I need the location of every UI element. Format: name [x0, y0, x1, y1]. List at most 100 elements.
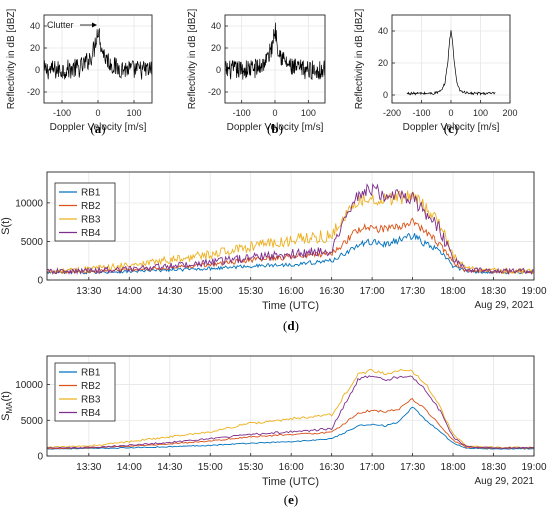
x-tick-label: -100: [412, 108, 430, 118]
x-tick-label: 18:30: [481, 286, 506, 297]
x-tick-label: 0: [448, 108, 453, 118]
y-tick-label: 20: [378, 58, 388, 68]
series-line-rb3: [47, 368, 534, 449]
y-tick-label: 0: [37, 452, 43, 463]
legend-entry-rb2: RB2: [81, 381, 101, 392]
series-line: [225, 22, 325, 81]
x-tick-label: 14:00: [117, 462, 142, 473]
x-tick-label: 13:30: [76, 286, 101, 297]
y-axis-label: SMA(t): [0, 391, 14, 421]
x-tick-label: 19:00: [521, 462, 546, 473]
x-tick-label: 17:30: [400, 462, 425, 473]
x-tick-label: 17:00: [360, 286, 385, 297]
chart-panel-c: -200 -100 0 100 200 0 20 40 Doppler Velocity [m/…: [354, 8, 518, 136]
y-axis-label: Reflectivity in dB [dBZ]: [6, 8, 17, 109]
x-axis-label: Doppler Velocity [m/s]: [403, 122, 500, 133]
y-axis-label: Reflectivity in dB [dBZ]: [354, 8, 365, 109]
y-tick-label: 5000: [21, 237, 44, 248]
y-tick-label: -20: [27, 87, 40, 97]
chart-panel-b: -100 0 100 -20 0 20 40 Doppler Velocity [m/s] Re…: [187, 8, 326, 136]
x-axis-label: Time (UTC): [262, 300, 319, 312]
chart-panel-d: 13:30 14:00 14:30 15:00 15:30 16:00 16:30 17:00…: [0, 171, 547, 333]
y-tick-label: 10000: [15, 198, 43, 209]
series-line-rb2: [47, 398, 534, 450]
panel-label: (e): [284, 492, 298, 507]
y-tick-label: 0: [37, 276, 43, 287]
y-tick-label: 40: [211, 21, 221, 31]
x-tick-label: 0: [272, 108, 277, 118]
series-line-rb3: [47, 190, 534, 275]
x-tick-label: 17:30: [400, 286, 425, 297]
series-line-rb4: [47, 182, 534, 276]
x-tick-label: 14:00: [117, 286, 142, 297]
legend-entry-rb1: RB1: [81, 368, 101, 379]
x-tick-label: 16:00: [279, 286, 304, 297]
x-tick-label: 100: [301, 108, 316, 118]
x-axis-label: Time (UTC): [262, 476, 319, 488]
x-tick-label: -100: [53, 108, 71, 118]
y-tick-label: 40: [30, 21, 40, 31]
legend-entry-rb2: RB2: [81, 201, 101, 212]
y-tick-label: 10000: [15, 380, 43, 391]
y-tick-label: 20: [30, 43, 40, 53]
chart-panel-e: 13:30 14:00 14:30 15:00 15:30 16:00 16:30 17:00…: [0, 355, 547, 507]
axes-frame: [391, 14, 511, 104]
x-tick-label: -200: [383, 108, 401, 118]
legend-entry-rb4: RB4: [81, 228, 101, 239]
x-tick-label: 14:30: [157, 286, 182, 297]
legend: RB1 RB2 RB3 RB4: [54, 182, 116, 242]
legend-entry-rb4: RB4: [81, 408, 101, 419]
x-tick-label: 18:30: [481, 462, 506, 473]
x-tick-label: 17:00: [360, 462, 385, 473]
legend: RB1 RB2 RB3 RB4: [54, 362, 116, 422]
panel-label: (a): [90, 121, 105, 136]
x-tick-label: 15:30: [238, 286, 263, 297]
legend-entry-rb1: RB1: [81, 188, 101, 199]
legend-entry-rb3: RB3: [81, 215, 101, 226]
axes-frame: [43, 14, 153, 104]
x-tick-label: 18:00: [441, 462, 466, 473]
x-tick-label: 15:30: [238, 462, 263, 473]
x-tick-label: 200: [502, 108, 517, 118]
x-tick-label: 16:00: [279, 462, 304, 473]
date-label: Aug 29, 2021: [475, 300, 535, 311]
series-line: [44, 28, 152, 80]
y-axis-label: Reflectivity in dB [dBZ]: [187, 8, 198, 109]
y-tick-label: 5000: [21, 416, 44, 427]
x-tick-label: 0: [95, 108, 100, 118]
y-tick-label: 0: [35, 65, 40, 75]
x-tick-label: 18:00: [441, 286, 466, 297]
axes-frame: [224, 14, 326, 104]
x-tick-label: 13:30: [76, 462, 101, 473]
x-tick-label: 16:30: [319, 286, 344, 297]
clutter-annotation: Clutter: [47, 20, 74, 30]
x-tick-label: 15:00: [198, 462, 223, 473]
legend-box: [54, 362, 116, 422]
series-line-rb1: [47, 406, 534, 450]
x-tick-label: 15:00: [198, 286, 223, 297]
x-axis-label: Doppler Velocity [m/s]: [227, 122, 324, 133]
annotation-arrowhead: [92, 22, 97, 28]
axes-frame: [46, 171, 535, 281]
legend-box: [54, 182, 116, 242]
y-tick-label: 0: [383, 90, 388, 100]
x-tick-label: 100: [126, 108, 141, 118]
panel-label: (c): [444, 121, 458, 136]
legend-entry-rb3: RB3: [81, 395, 101, 406]
date-label: Aug 29, 2021: [475, 476, 535, 487]
x-tick-label: 19:00: [521, 286, 546, 297]
x-tick-label: 100: [473, 108, 488, 118]
y-tick-label: 20: [211, 43, 221, 53]
y-tick-label: -20: [208, 87, 221, 97]
x-tick-label: 16:30: [319, 462, 344, 473]
chart-panel-a: -100 0 100 -20 0 20 40 Doppler Velocity [m/s] Re…: [6, 8, 153, 136]
x-tick-label: -100: [233, 108, 251, 118]
y-axis-label: S(t): [0, 217, 12, 235]
y-tick-label: 0: [216, 65, 221, 75]
series-line-rb4: [47, 375, 534, 449]
x-axis-label: Doppler Velocity [m/s]: [50, 122, 147, 133]
x-tick-label: 14:30: [157, 462, 182, 473]
y-tick-label: 40: [378, 26, 388, 36]
